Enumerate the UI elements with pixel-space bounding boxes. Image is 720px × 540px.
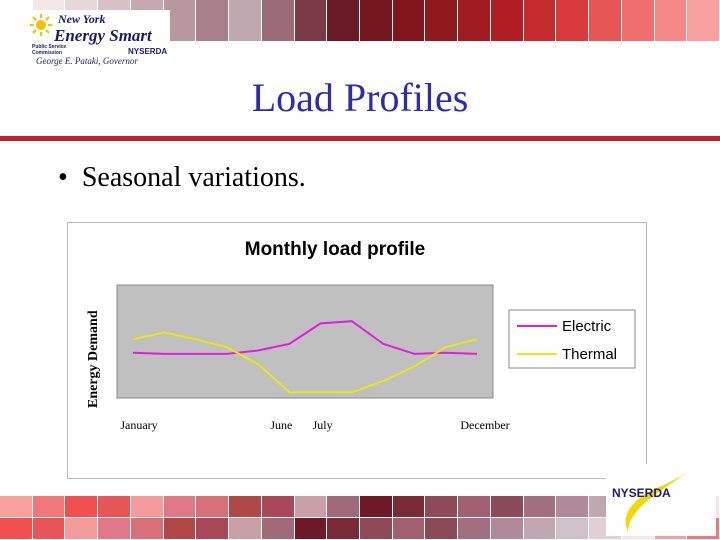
x-tick-label: July xyxy=(312,418,333,432)
logo-nyserda: NYSERDA xyxy=(128,47,168,56)
band-tile xyxy=(0,496,32,517)
band-tile xyxy=(360,518,392,539)
bullet-text: Seasonal variations. xyxy=(81,162,306,193)
band-tile xyxy=(32,518,65,539)
series-line-electric xyxy=(132,320,478,355)
legend-label-thermal: Thermal xyxy=(562,346,617,363)
band-tile xyxy=(196,518,229,539)
band-tile xyxy=(523,0,556,41)
band-tile xyxy=(392,0,425,41)
band-tile xyxy=(425,496,458,517)
band-tile xyxy=(425,0,458,41)
band-tile xyxy=(360,496,392,517)
band-tile xyxy=(458,518,490,539)
energy-smart-logo: New York Energy Smart Public Service Com… xyxy=(30,10,170,66)
band-tile xyxy=(458,0,490,41)
logo-psc: Public Service Commission xyxy=(32,44,67,56)
swoosh-icon xyxy=(625,468,694,532)
band-tile xyxy=(490,496,523,517)
title-divider xyxy=(0,136,720,141)
y-axis-label: Energy Demand xyxy=(86,310,101,408)
band-tile xyxy=(360,0,392,41)
band-tile xyxy=(163,496,196,517)
band-tile xyxy=(621,0,654,41)
band-tile xyxy=(687,0,719,41)
band-tile xyxy=(294,0,327,41)
x-tick-label: January xyxy=(120,418,158,432)
band-tile xyxy=(261,496,294,517)
band-tile xyxy=(229,518,261,539)
monthly-load-chart: Monthly load profile Electric Thermal xyxy=(116,239,636,399)
band-tile xyxy=(392,496,425,517)
chart-title: Monthly load profile xyxy=(245,239,426,260)
bullet-dot: • xyxy=(58,162,68,193)
x-tick-label: December xyxy=(460,418,510,432)
band-tile xyxy=(490,0,523,41)
band-tile xyxy=(0,518,32,539)
logo-governor: George E. Pataki, Governor xyxy=(36,56,138,66)
band-tile xyxy=(196,0,229,41)
band-tile xyxy=(589,0,621,41)
band-tile xyxy=(163,518,196,539)
band-tile xyxy=(523,518,556,539)
band-tile xyxy=(556,0,589,41)
band-tile xyxy=(65,518,98,539)
band-tile xyxy=(458,496,490,517)
band-tile xyxy=(327,518,359,539)
bullet-item: • Seasonal variations. xyxy=(58,162,306,194)
x-tick-label: June xyxy=(270,418,293,432)
slide-title: Load Profiles xyxy=(251,75,469,120)
band-tile xyxy=(229,496,261,517)
band-tile xyxy=(0,0,32,41)
band-tile xyxy=(261,0,294,41)
band-tile xyxy=(490,518,523,539)
band-tile xyxy=(425,518,458,539)
band-tile xyxy=(32,496,65,517)
band-tile xyxy=(556,518,589,539)
band-tile xyxy=(229,0,261,41)
band-tile xyxy=(327,496,359,517)
band-tile xyxy=(556,496,589,517)
nyserda-footer-text: NYSERDA xyxy=(612,486,671,500)
legend-label-electric: Electric xyxy=(562,318,612,335)
band-tile xyxy=(261,518,294,539)
legend-box xyxy=(508,309,636,369)
band-tile xyxy=(98,518,130,539)
band-tile xyxy=(98,496,130,517)
series-line-thermal xyxy=(132,331,478,394)
band-tile xyxy=(392,518,425,539)
band-tile xyxy=(130,496,163,517)
band-tile xyxy=(294,496,327,517)
band-tile xyxy=(294,518,327,539)
band-tile xyxy=(523,496,556,517)
band-tile xyxy=(327,0,359,41)
logo-line-2: Energy Smart xyxy=(54,26,152,45)
logo-line-1: New York xyxy=(58,12,106,26)
band-tile xyxy=(654,0,687,41)
nyserda-footer-logo: NYSERDA xyxy=(606,464,716,536)
band-tile xyxy=(65,496,98,517)
sun-icon xyxy=(30,14,52,36)
plot-area xyxy=(116,284,494,399)
band-tile xyxy=(196,496,229,517)
band-tile xyxy=(130,518,163,539)
